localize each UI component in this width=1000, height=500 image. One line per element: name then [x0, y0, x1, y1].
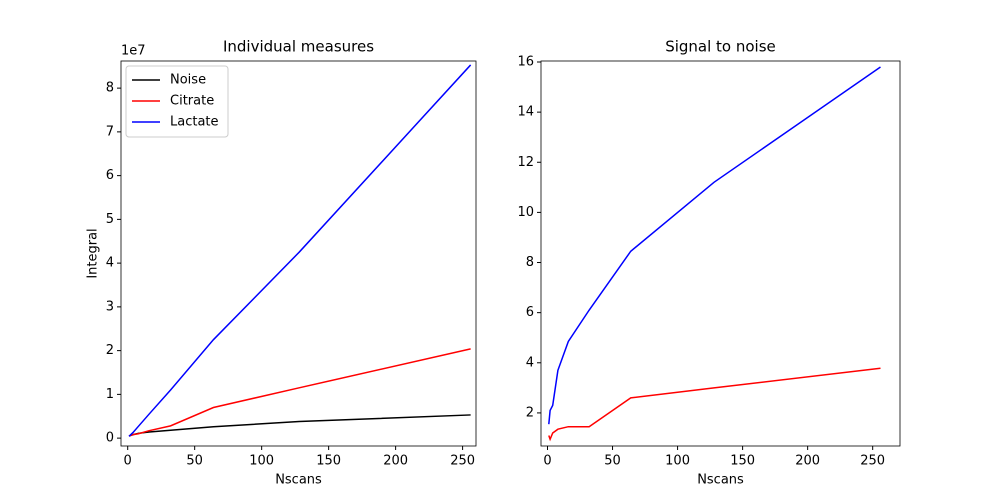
- y-tick-label: 6: [106, 168, 114, 183]
- chart-title: Signal to noise: [665, 38, 776, 56]
- y-tick-label: 2: [526, 405, 534, 420]
- y-tick-label: 4: [106, 256, 114, 271]
- x-tick-label: 50: [604, 454, 621, 469]
- data-line: [548, 66, 881, 425]
- x-tick-label: 0: [543, 454, 551, 469]
- y-offset-label: 1e7: [121, 44, 146, 59]
- y-tick-label: 3: [106, 299, 114, 314]
- data-line: [128, 348, 471, 437]
- x-tick-label: 250: [450, 454, 475, 469]
- y-tick-label: 14: [517, 105, 534, 120]
- x-tick-label: 50: [186, 454, 203, 469]
- x-tick-label: 100: [665, 454, 690, 469]
- x-tick-label: 0: [124, 454, 132, 469]
- y-tick-label: 8: [526, 255, 534, 270]
- y-tick-label: 10: [517, 205, 534, 220]
- x-axis-label: Nscans: [697, 473, 744, 488]
- data-line: [128, 64, 472, 437]
- data-line: [548, 367, 881, 442]
- axes-frame: [540, 60, 901, 447]
- legend-label: Citrate: [170, 94, 214, 109]
- y-tick-label: 5: [106, 212, 114, 227]
- y-tick-label: 16: [517, 55, 534, 70]
- legend-box: [125, 65, 229, 138]
- y-tick-label: 4: [526, 355, 534, 370]
- axes-frame: [120, 60, 477, 447]
- y-tick-label: 1: [106, 387, 114, 402]
- y-tick-label: 7: [106, 124, 114, 139]
- y-tick-label: 12: [517, 155, 534, 170]
- chart-title: Individual measures: [223, 38, 374, 56]
- x-tick-label: 200: [383, 454, 408, 469]
- y-axis-label: Integral: [86, 228, 101, 278]
- y-tick-label: 6: [526, 305, 534, 320]
- legend-label: Noise: [170, 73, 206, 88]
- legend-label: Lactate: [170, 115, 219, 130]
- data-line: [128, 414, 471, 437]
- x-tick-label: 150: [316, 454, 341, 469]
- x-tick-label: 100: [249, 454, 274, 469]
- x-tick-label: 200: [795, 454, 820, 469]
- x-axis-label: Nscans: [275, 473, 322, 488]
- y-tick-label: 2: [106, 343, 114, 358]
- y-tick-label: 8: [106, 81, 114, 96]
- y-tick-label: 0: [106, 431, 114, 446]
- x-tick-label: 250: [860, 454, 885, 469]
- x-tick-label: 150: [730, 454, 755, 469]
